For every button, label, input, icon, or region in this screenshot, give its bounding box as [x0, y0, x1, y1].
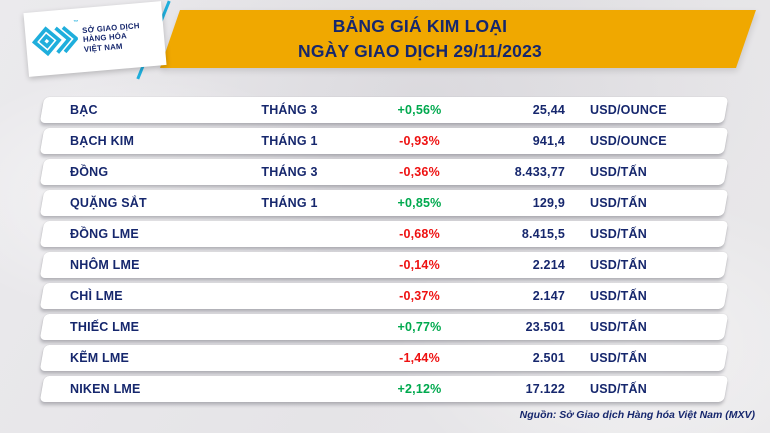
table-row: CHÌ LME -0,37% 2.147 USD/TẤN [39, 283, 729, 309]
change-percent: -1,44% [399, 351, 440, 365]
table-row: ĐỒNG LME -0,68% 8.415,5 USD/TẤN [39, 221, 729, 247]
table-row: BẠC THÁNG 3 +0,56% 25,44 USD/OUNCE [39, 97, 729, 123]
source-note: Nguồn: Sở Giao dịch Hàng hóa Việt Nam (M… [519, 409, 755, 421]
price-unit: USD/TẤN [590, 196, 647, 210]
change-percent: -0,14% [399, 258, 440, 272]
change-percent: -0,36% [399, 165, 440, 179]
contract-month: THÁNG 3 [261, 165, 318, 179]
price-unit: USD/TẤN [590, 351, 647, 365]
commodity-name: BẠCH KIM [70, 134, 135, 148]
commodity-name: ĐỒNG LME [70, 227, 139, 241]
price-unit: USD/TẤN [590, 227, 647, 241]
commodity-name: BẠC [70, 103, 98, 117]
price-value: 2.147 [532, 289, 565, 303]
price-value: 2.501 [532, 351, 565, 365]
price-value: 23.501 [525, 320, 565, 334]
commodity-name: CHÌ LME [70, 289, 123, 303]
change-percent: +0,85% [397, 196, 442, 210]
change-percent: +0,56% [397, 103, 442, 117]
table-row: NHÔM LME -0,14% 2.214 USD/TẤN [39, 252, 729, 278]
price-unit: USD/OUNCE [590, 134, 667, 148]
table-row: THIẾC LME +0,77% 23.501 USD/TẤN [39, 314, 729, 340]
price-value: 129,9 [532, 196, 565, 210]
contract-month: THÁNG 1 [261, 196, 318, 210]
mxv-logo: ™ SỞ GIAO DỊCH HÀNG HÓA VIỆT NAM [23, 1, 167, 77]
price-table: BẠC THÁNG 3 +0,56% 25,44 USD/OUNCE BẠCH … [39, 97, 729, 402]
price-unit: USD/TẤN [590, 320, 647, 334]
price-value: 2.214 [532, 258, 565, 272]
change-percent: -0,37% [399, 289, 440, 303]
table-row: KẼM LME -1,44% 2.501 USD/TẤN [39, 345, 729, 371]
price-unit: USD/TẤN [590, 258, 647, 272]
price-value: 25,44 [532, 103, 565, 117]
commodity-name: NIKEN LME [70, 382, 141, 396]
page-title-line2: NGÀY GIAO DỊCH 29/11/2023 [298, 41, 542, 61]
mxv-nested-chevrons-icon: ™ [31, 18, 80, 64]
commodity-name: ĐỒNG [70, 165, 109, 179]
price-value: 8.415,5 [521, 227, 565, 241]
trademark-symbol: ™ [73, 18, 79, 26]
table-row: BẠCH KIM THÁNG 1 -0,93% 941,4 USD/OUNCE [39, 128, 729, 154]
change-percent: +0,77% [397, 320, 442, 334]
change-percent: -0,68% [399, 227, 440, 241]
price-unit: USD/TẤN [590, 289, 647, 303]
change-percent: -0,93% [399, 134, 440, 148]
table-row: NIKEN LME +2,12% 17.122 USD/TẤN [39, 376, 729, 402]
commodity-name: THIẾC LME [70, 320, 140, 334]
contract-month: THÁNG 1 [261, 134, 318, 148]
price-value: 941,4 [532, 134, 565, 148]
price-unit: USD/TẤN [590, 382, 647, 396]
page-title: BẢNG GIÁ KIM LOẠI NGÀY GIAO DỊCH 29/11/2… [180, 12, 660, 66]
table-row: ĐỒNG THÁNG 3 -0,36% 8.433,77 USD/TẤN [39, 159, 729, 185]
price-value: 17.122 [525, 382, 565, 396]
contract-month: THÁNG 3 [261, 103, 318, 117]
price-value: 8.433,77 [514, 165, 565, 179]
commodity-name: NHÔM LME [70, 258, 140, 272]
change-percent: +2,12% [397, 382, 442, 396]
price-unit: USD/OUNCE [590, 103, 667, 117]
price-unit: USD/TẤN [590, 165, 647, 179]
commodity-name: KẼM LME [70, 351, 130, 365]
mxv-logo-text: SỞ GIAO DỊCH HÀNG HÓA VIỆT NAM [82, 21, 142, 54]
table-row: QUẶNG SẮT THÁNG 1 +0,85% 129,9 USD/TẤN [39, 190, 729, 216]
page-title-line1: BẢNG GIÁ KIM LOẠI [332, 16, 508, 36]
commodity-name: QUẶNG SẮT [70, 196, 147, 210]
